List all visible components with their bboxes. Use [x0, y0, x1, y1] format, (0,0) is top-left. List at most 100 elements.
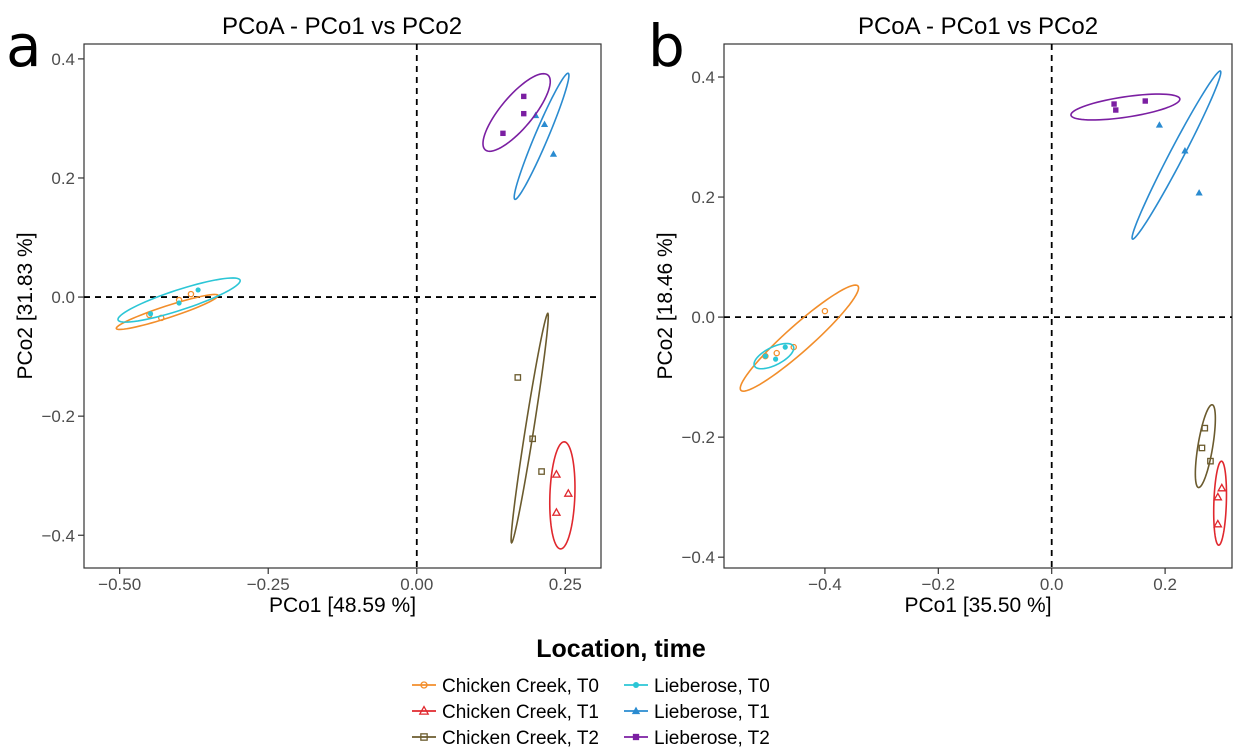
x-tick-label: −0.50 [98, 575, 141, 594]
data-point [187, 290, 195, 298]
legend-label: Chicken Creek, T2 [442, 728, 599, 749]
data-point [1213, 492, 1223, 501]
series-lieberose-t0 [117, 277, 241, 323]
data-point [551, 469, 562, 478]
x-tick-label: 0.00 [400, 575, 433, 594]
data-point [521, 93, 527, 100]
y-tick-label: −0.4 [41, 526, 75, 545]
data-point [529, 435, 537, 443]
confidence-ellipse [117, 277, 241, 323]
series-lieberose-t2 [1070, 93, 1181, 121]
legend-marker [418, 705, 430, 715]
legend-entry: Lieberose, T1 [624, 702, 770, 723]
legend-title: Location, time [536, 635, 706, 663]
legend-entry: Chicken Creek, T1 [412, 702, 599, 723]
data-point [521, 110, 527, 117]
plot-panel-border [83, 43, 602, 569]
series-lieberose-t2 [482, 72, 552, 153]
y-tick-label: 0.2 [51, 169, 75, 188]
x-tick-label: 0.0 [1040, 575, 1064, 594]
x-tick-label: −0.2 [922, 575, 956, 594]
confidence-ellipse [548, 440, 576, 550]
x-tick-label: −0.25 [247, 575, 290, 594]
y-tick-label: −0.2 [41, 407, 75, 426]
legend-marker [420, 733, 428, 741]
y-tick-label: 0.0 [691, 308, 715, 327]
series-chicken-creek-t1 [548, 440, 576, 550]
data-point [782, 344, 788, 350]
data-point [563, 488, 574, 497]
legend-entry: Lieberose, T0 [624, 676, 770, 697]
confidence-ellipse [482, 72, 552, 153]
data-point [1207, 457, 1214, 465]
data-point [1198, 444, 1206, 452]
legend-entry: Lieberose, T2 [624, 728, 770, 749]
plot-title: PCoA - PCo1 vs PCo2 [858, 13, 1098, 40]
legend-marker [631, 706, 641, 715]
data-point [1113, 107, 1119, 113]
data-point [540, 120, 549, 128]
panel-letter: a [6, 12, 42, 80]
legend-entry: Chicken Creek, T2 [412, 728, 599, 749]
data-point [195, 287, 201, 293]
series-lieberose-t1 [1131, 70, 1222, 240]
y-axis-title: PCo2 [18.46 %] [654, 232, 677, 379]
data-point [773, 356, 779, 362]
legend-entry: Chicken Creek, T0 [412, 676, 599, 697]
series-lieberose-t1 [513, 72, 570, 201]
x-axis-title: PCo1 [35.50 %] [904, 594, 1051, 617]
data-point [147, 311, 154, 317]
y-tick-label: −0.2 [681, 428, 715, 447]
legend-label: Lieberose, T2 [654, 728, 770, 749]
x-axis-title: PCo1 [48.59 %] [269, 594, 416, 617]
y-tick-label: −0.4 [681, 548, 715, 567]
y-tick-label: 0.2 [691, 188, 715, 207]
plot-title: PCoA - PCo1 vs PCo2 [222, 13, 462, 40]
confidence-ellipse [1070, 93, 1181, 121]
data-point [773, 349, 780, 357]
legend-label: Lieberose, T1 [654, 702, 770, 723]
data-point [1195, 189, 1203, 196]
plot-panel-border [723, 43, 1233, 569]
panel-letter: b [648, 12, 685, 80]
legend-marker [632, 681, 640, 689]
data-point [1201, 424, 1209, 432]
y-tick-label: 0.4 [691, 68, 715, 87]
x-tick-label: 0.25 [549, 575, 582, 594]
data-point [1217, 483, 1227, 492]
y-axis-title: PCo2 [31.83 %] [14, 232, 37, 379]
series-chicken-creek-t0 [739, 284, 860, 392]
data-point [514, 374, 522, 381]
data-point [1213, 519, 1223, 528]
data-point [1142, 98, 1148, 104]
confidence-ellipse [1131, 70, 1222, 240]
y-tick-label: 0.4 [51, 50, 75, 69]
legend-label: Chicken Creek, T0 [442, 676, 599, 697]
y-tick-label: 0.0 [51, 288, 75, 307]
panel-b: b PCoA - PCo1 vs PCo2 −0.4 −0.2 0.0 0.2 −0.4 −0… [648, 12, 1233, 617]
confidence-ellipse [513, 72, 570, 201]
data-point [538, 468, 545, 475]
legend-marker [420, 681, 428, 689]
data-point [1111, 101, 1117, 107]
confidence-ellipse [1212, 460, 1228, 547]
x-tick-label: 0.2 [1153, 575, 1177, 594]
data-point [821, 307, 829, 315]
legend-label: Chicken Creek, T1 [442, 702, 599, 723]
confidence-ellipse [1194, 403, 1217, 489]
data-point [1155, 121, 1164, 128]
series-chicken-creek-t1 [1212, 460, 1228, 547]
confidence-ellipse [753, 342, 795, 370]
data-point [549, 150, 558, 157]
legend-label: Lieberose, T0 [654, 676, 770, 697]
data-point [500, 130, 506, 137]
series-chicken-creek-t2 [1194, 403, 1217, 489]
legend-marker [632, 733, 640, 741]
confidence-ellipse [739, 284, 860, 392]
data-point [176, 300, 182, 306]
legend: Location, time Chicken Creek, T0 Chicken … [412, 635, 770, 749]
data-point [551, 507, 562, 516]
panel-a: a PCoA - PCo1 vs PCo2 −0.50 −0.25 0.00 0.25 −0… [6, 12, 602, 617]
series-lieberose-t0 [753, 342, 795, 370]
confidence-ellipse [115, 293, 219, 331]
